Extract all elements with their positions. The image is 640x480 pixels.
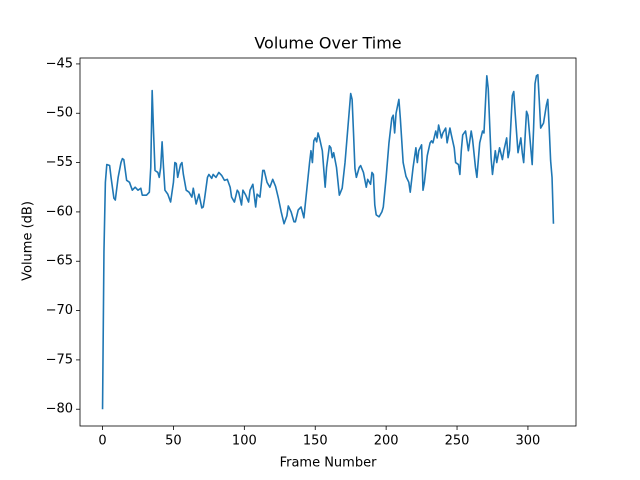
y-tick-label: −55 xyxy=(46,155,73,170)
chart-title: Volume Over Time xyxy=(254,34,401,53)
y-axis-label: Volume (dB) xyxy=(21,201,36,281)
y-tick-label: −70 xyxy=(46,303,73,318)
axes-frame xyxy=(79,57,577,427)
data-line xyxy=(101,73,555,410)
x-tick-label: 100 xyxy=(232,434,257,449)
y-tick-label: −65 xyxy=(46,254,73,269)
x-tick-label: 150 xyxy=(303,434,328,449)
x-tick-label: 200 xyxy=(374,434,399,449)
y-tick-label: −50 xyxy=(46,106,73,121)
x-tick-label: 250 xyxy=(445,434,470,449)
y-tick-label: −75 xyxy=(46,352,73,367)
y-tick-label: −60 xyxy=(46,204,73,219)
x-axis-label: Frame Number xyxy=(280,456,378,471)
x-tick-label: 50 xyxy=(165,434,182,449)
y-tick-label: −45 xyxy=(46,56,73,71)
x-tick-label: 300 xyxy=(516,434,541,449)
x-tick-label: 0 xyxy=(98,434,106,449)
y-tick-label: −80 xyxy=(46,402,73,417)
